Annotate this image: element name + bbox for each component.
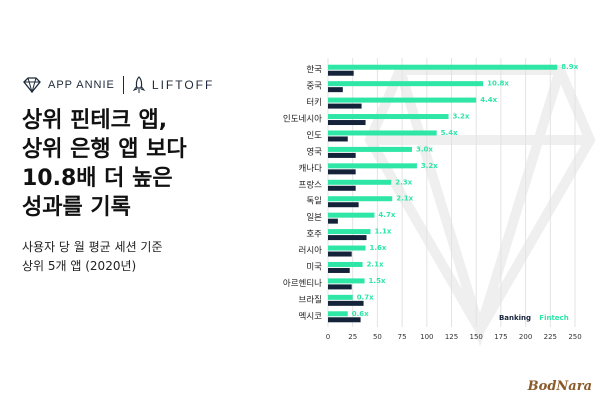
x-tick-label: 150	[470, 333, 483, 341]
fintech-bar	[328, 64, 558, 70]
headline-line-2: 상위 은행 앱 보다	[22, 137, 187, 162]
multiplier-label: 2.1x	[367, 260, 384, 268]
banking-bar	[328, 202, 359, 208]
fintech-bar	[328, 114, 449, 120]
fintech-bar	[328, 212, 375, 218]
liftoff-rocket-icon	[132, 76, 146, 93]
x-tick-label: 225	[544, 333, 557, 341]
app-annie-logo-icon	[23, 77, 41, 93]
category-label: 호주	[306, 230, 322, 240]
fintech-bar	[328, 179, 392, 185]
subtitle-line-2: 상위 5개 앱 (2020년)	[22, 259, 137, 273]
x-tick-label: 175	[494, 333, 507, 341]
banking-bar	[328, 70, 354, 76]
category-label: 일본	[306, 213, 322, 223]
category-label: 독일	[306, 197, 322, 207]
multiplier-label: 10.8x	[487, 80, 509, 88]
banking-bar	[328, 87, 343, 93]
fintech-bar	[328, 146, 412, 152]
x-tick-label: 0	[326, 333, 330, 341]
banking-bar	[328, 136, 348, 142]
fintech-bar	[328, 97, 477, 103]
multiplier-label: 0.6x	[352, 310, 369, 318]
banking-bar	[328, 251, 352, 257]
fintech-bar	[328, 278, 365, 284]
banking-bar	[328, 103, 362, 109]
category-label: 미국	[306, 262, 322, 272]
x-tick-label: 100	[420, 333, 433, 341]
fintech-bar	[328, 130, 437, 136]
legend-fintech: Fintech	[539, 314, 568, 322]
fintech-bar	[328, 196, 393, 202]
bodnara-watermark: BodNara	[527, 379, 592, 394]
legend-banking: Banking	[499, 314, 531, 322]
multiplier-label: 1.5x	[369, 277, 386, 285]
x-tick-label: 200	[519, 333, 532, 341]
x-tick-label: 75	[398, 333, 407, 341]
fintech-bar	[328, 163, 417, 169]
brand-logos: APP ANNIE LIFTOFF	[22, 76, 214, 94]
category-label: 아르헨티나	[283, 278, 322, 289]
fintech-bar	[328, 229, 371, 235]
multiplier-label: 0.7x	[357, 293, 374, 301]
category-label: 멕시코	[299, 311, 323, 322]
fintech-bar	[328, 261, 363, 267]
banking-bar	[328, 267, 350, 273]
banking-bar	[328, 152, 356, 158]
x-tick-label: 50	[373, 333, 382, 341]
category-label: 한국	[306, 65, 322, 75]
liftoff-name: LIFTOFF	[151, 78, 215, 92]
multiplier-label: 5.4x	[441, 129, 458, 137]
banking-bar	[328, 284, 352, 290]
multiplier-label: 3.2x	[453, 113, 470, 121]
category-label: 터키	[306, 98, 322, 108]
banking-bar	[328, 235, 367, 241]
fintech-bar	[328, 294, 353, 300]
subtitle: 사용자 당 월 평균 세션 기준 상위 5개 앱 (2020년)	[22, 238, 163, 276]
banking-bar	[328, 185, 356, 191]
category-label: 프랑스	[299, 179, 323, 190]
banking-bar	[328, 120, 366, 126]
logo-divider	[122, 76, 124, 94]
category-label: 인도네시아	[283, 114, 322, 125]
headline-line-4: 성과를 기록	[22, 195, 131, 220]
multiplier-label: 4.7x	[378, 211, 395, 219]
multiplier-label: 2.1x	[396, 195, 413, 203]
category-label: 러시아	[299, 245, 323, 256]
category-label: 브라질	[299, 294, 322, 305]
app-annie-name: APP ANNIE	[48, 79, 115, 91]
multiplier-label: 1.1x	[374, 228, 391, 236]
headline-line-3: 10.8배 더 높은	[22, 166, 173, 191]
fintech-bar	[328, 81, 484, 87]
fintech-bar	[328, 311, 348, 317]
multiplier-label: 3.2x	[421, 162, 438, 170]
x-tick-label: 250	[568, 333, 581, 341]
fintech-bar	[328, 245, 366, 251]
multiplier-label: 1.6x	[370, 244, 387, 252]
category-label: 중국	[306, 82, 322, 92]
category-label: 영국	[306, 146, 322, 157]
x-tick-label: 125	[445, 333, 458, 341]
banking-bar	[328, 169, 356, 175]
category-label: 캐나다	[299, 164, 323, 174]
banking-bar	[328, 218, 338, 224]
banking-bar	[328, 317, 361, 323]
banking-bar	[328, 300, 364, 306]
x-tick-label: 25	[348, 333, 357, 341]
multiplier-label: 4.4x	[480, 96, 497, 104]
multiplier-label: 3.0x	[416, 145, 433, 153]
headline: 상위 핀테크 앱, 상위 은행 앱 보다 10.8배 더 높은 성과를 기록	[22, 106, 187, 222]
multiplier-label: 2.3x	[395, 178, 412, 186]
category-label: 인도	[306, 130, 322, 141]
headline-line-1: 상위 핀테크 앱,	[22, 108, 168, 133]
subtitle-line-1: 사용자 당 월 평균 세션 기준	[22, 240, 163, 254]
multiplier-label: 8.9x	[561, 63, 578, 71]
